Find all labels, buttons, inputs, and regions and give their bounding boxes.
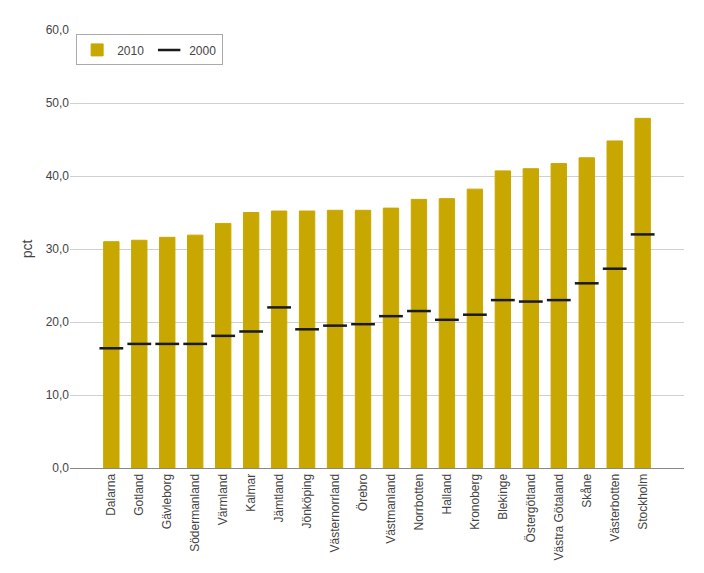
svg-text:Norrbotten: Norrbotten — [412, 474, 426, 531]
svg-text:50,0: 50,0 — [46, 96, 70, 110]
svg-text:Västra Götaland: Västra Götaland — [552, 474, 566, 561]
svg-text:Dalarna: Dalarna — [104, 473, 118, 515]
svg-text:Blekinge: Blekinge — [496, 473, 510, 519]
svg-text:Kalmar: Kalmar — [244, 474, 258, 512]
svg-text:2010: 2010 — [117, 44, 144, 58]
svg-text:Värmland: Värmland — [216, 474, 230, 525]
svg-text:Södermanland: Södermanland — [188, 474, 202, 552]
svg-text:Östergötland: Östergötland — [524, 474, 538, 543]
svg-text:40,0: 40,0 — [46, 169, 70, 183]
svg-text:Gävleborg: Gävleborg — [160, 474, 174, 529]
svg-text:Skåne: Skåne — [580, 473, 594, 507]
svg-text:2000: 2000 — [189, 44, 216, 58]
svg-text:Västernorrland: Västernorrland — [328, 474, 342, 553]
svg-text:Örebro: Örebro — [356, 473, 370, 511]
svg-text:Halland: Halland — [440, 474, 454, 515]
svg-text:30,0: 30,0 — [46, 242, 70, 256]
svg-text:Jönköping: Jönköping — [300, 474, 314, 529]
svg-text:20,0: 20,0 — [46, 315, 70, 329]
svg-text:Västerbotten: Västerbotten — [608, 474, 622, 542]
svg-text:10,0: 10,0 — [46, 388, 70, 402]
svg-text:60,0: 60,0 — [46, 23, 70, 37]
svg-text:Västmanland: Västmanland — [384, 474, 398, 544]
svg-text:Gotland: Gotland — [132, 474, 146, 516]
svg-text:0,0: 0,0 — [52, 461, 69, 475]
svg-text:Stockholm: Stockholm — [636, 474, 650, 530]
svg-text:pct: pct — [19, 240, 35, 259]
svg-text:Kronoberg: Kronoberg — [468, 474, 482, 530]
svg-text:Jämtland: Jämtland — [272, 474, 286, 523]
